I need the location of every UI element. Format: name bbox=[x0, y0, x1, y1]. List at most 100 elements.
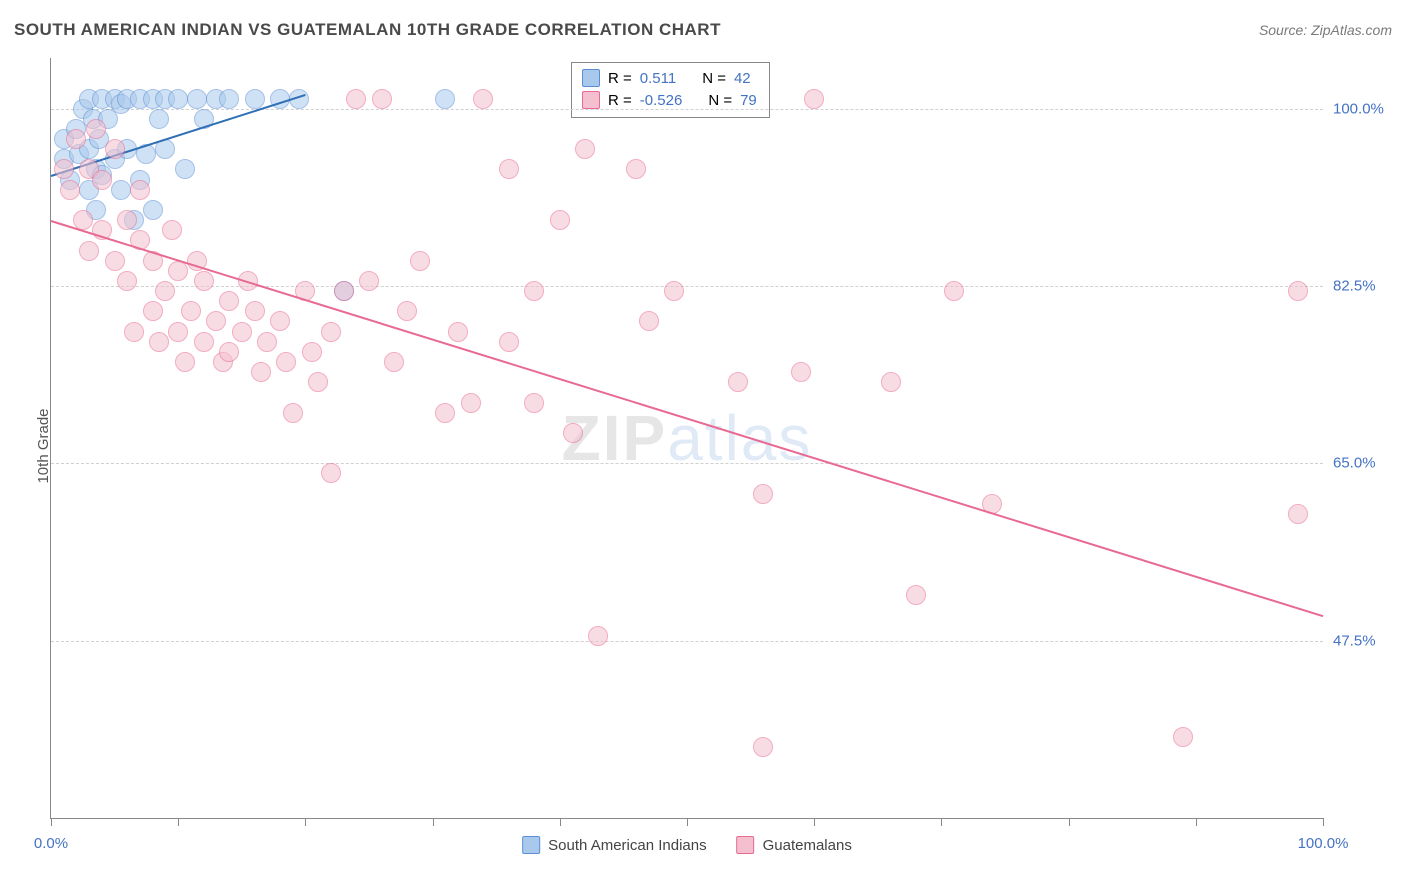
y-tick-label: 65.0% bbox=[1333, 455, 1397, 472]
n-value-sai: 42 bbox=[734, 70, 751, 87]
r-value-gua: -0.526 bbox=[640, 92, 683, 109]
data-point-gua bbox=[175, 352, 195, 372]
data-point-gua bbox=[804, 89, 824, 109]
r-label-gua: R = bbox=[608, 92, 632, 109]
data-point-gua bbox=[251, 362, 271, 382]
data-point-sai bbox=[245, 89, 265, 109]
data-point-gua bbox=[194, 332, 214, 352]
legend-row-sai: R = 0.511 N = 42 bbox=[582, 67, 757, 89]
data-point-sai bbox=[435, 89, 455, 109]
data-point-gua bbox=[563, 423, 583, 443]
y-tick-label: 47.5% bbox=[1333, 632, 1397, 649]
gridline bbox=[51, 109, 1323, 110]
data-point-gua bbox=[664, 281, 684, 301]
data-point-gua bbox=[149, 332, 169, 352]
data-point-sai bbox=[149, 109, 169, 129]
n-label-gua: N = bbox=[708, 92, 732, 109]
data-point-gua bbox=[944, 281, 964, 301]
data-point-sai bbox=[187, 89, 207, 109]
data-point-gua bbox=[346, 89, 366, 109]
data-point-gua bbox=[143, 301, 163, 321]
legend-item-sai: South American Indians bbox=[522, 836, 706, 854]
data-point-gua bbox=[588, 626, 608, 646]
data-point-gua bbox=[372, 89, 392, 109]
trend-line-gua bbox=[51, 220, 1324, 617]
data-point-sai bbox=[168, 89, 188, 109]
data-point-gua bbox=[257, 332, 277, 352]
data-point-gua bbox=[321, 463, 341, 483]
x-tick bbox=[941, 818, 942, 826]
chart-title: SOUTH AMERICAN INDIAN VS GUATEMALAN 10TH… bbox=[14, 20, 721, 40]
x-tick bbox=[560, 818, 561, 826]
x-tick bbox=[305, 818, 306, 826]
data-point-gua bbox=[448, 322, 468, 342]
plot-area: ZIPatlas R = 0.511 N = 42 R = -0.526 N =… bbox=[50, 58, 1323, 819]
x-tick bbox=[1069, 818, 1070, 826]
data-point-gua bbox=[308, 372, 328, 392]
data-point-gua bbox=[302, 342, 322, 362]
data-point-gua bbox=[384, 352, 404, 372]
data-point-gua bbox=[575, 139, 595, 159]
data-point-gua bbox=[86, 119, 106, 139]
data-point-gua bbox=[232, 322, 252, 342]
gridline bbox=[51, 641, 1323, 642]
data-point-gua bbox=[155, 281, 175, 301]
x-axis-label: 100.0% bbox=[1298, 835, 1349, 852]
data-point-gua bbox=[66, 129, 86, 149]
swatch-sai-bottom bbox=[522, 836, 540, 854]
data-point-gua bbox=[499, 332, 519, 352]
data-point-gua bbox=[283, 403, 303, 423]
data-point-gua bbox=[105, 251, 125, 271]
data-point-gua bbox=[1288, 504, 1308, 524]
n-label-sai: N = bbox=[702, 70, 726, 87]
r-value-sai: 0.511 bbox=[640, 70, 676, 87]
data-point-gua bbox=[881, 372, 901, 392]
data-point-sai bbox=[219, 89, 239, 109]
data-point-gua bbox=[639, 311, 659, 331]
series-legend: South American Indians Guatemalans bbox=[522, 836, 852, 854]
data-point-gua bbox=[219, 342, 239, 362]
data-point-gua bbox=[524, 281, 544, 301]
data-point-gua bbox=[245, 301, 265, 321]
data-point-sai bbox=[111, 180, 131, 200]
series-name-gua: Guatemalans bbox=[763, 837, 852, 854]
data-point-gua bbox=[753, 737, 773, 757]
x-tick bbox=[1323, 818, 1324, 826]
x-tick bbox=[433, 818, 434, 826]
data-point-gua bbox=[524, 393, 544, 413]
swatch-gua-bottom bbox=[737, 836, 755, 854]
data-point-gua bbox=[359, 271, 379, 291]
data-point-gua bbox=[473, 89, 493, 109]
data-point-gua bbox=[321, 322, 341, 342]
series-name-sai: South American Indians bbox=[548, 837, 706, 854]
data-point-sai bbox=[143, 200, 163, 220]
data-point-gua bbox=[728, 372, 748, 392]
y-tick-label: 100.0% bbox=[1333, 100, 1397, 117]
y-tick-label: 82.5% bbox=[1333, 278, 1397, 295]
x-axis-label: 0.0% bbox=[34, 835, 68, 852]
swatch-sai bbox=[582, 69, 600, 87]
data-point-gua bbox=[162, 220, 182, 240]
data-point-gua bbox=[130, 180, 150, 200]
data-point-gua bbox=[219, 291, 239, 311]
data-point-gua bbox=[194, 271, 214, 291]
data-point-gua bbox=[499, 159, 519, 179]
data-point-gua bbox=[92, 170, 112, 190]
correlation-chart: SOUTH AMERICAN INDIAN VS GUATEMALAN 10TH… bbox=[0, 0, 1406, 892]
data-point-gua bbox=[54, 159, 74, 179]
data-point-gua bbox=[117, 210, 137, 230]
x-tick bbox=[178, 818, 179, 826]
data-point-gua bbox=[435, 403, 455, 423]
data-point-gua bbox=[117, 271, 137, 291]
data-point-gua bbox=[791, 362, 811, 382]
n-value-gua: 79 bbox=[740, 92, 757, 109]
x-tick bbox=[1196, 818, 1197, 826]
data-point-gua bbox=[626, 159, 646, 179]
data-point-gua bbox=[461, 393, 481, 413]
x-tick bbox=[814, 818, 815, 826]
x-tick bbox=[51, 818, 52, 826]
gridline bbox=[51, 463, 1323, 464]
data-point-gua bbox=[397, 301, 417, 321]
x-tick bbox=[687, 818, 688, 826]
data-point-gua bbox=[906, 585, 926, 605]
